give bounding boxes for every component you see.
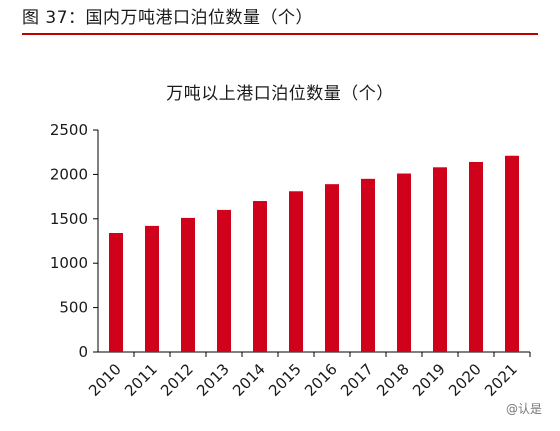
y-tick-label: 2000 [50, 165, 88, 183]
x-tick-label: 2013 [193, 360, 233, 400]
bar-2011 [145, 225, 159, 352]
x-tick-label: 2012 [157, 360, 197, 400]
x-tick-label: 2014 [229, 360, 269, 400]
x-tick-label: 2011 [121, 360, 161, 400]
chart-title: 万吨以上港口泊位数量（个） [166, 84, 394, 104]
bar-2017 [361, 178, 375, 352]
x-tick-label: 2019 [409, 360, 449, 400]
bar-2013 [217, 209, 231, 352]
bar-2021 [505, 155, 519, 352]
bar-2020 [469, 161, 483, 352]
y-tick-label: 500 [59, 299, 88, 317]
x-tick-label: 2018 [373, 360, 413, 400]
bar-2019 [433, 167, 447, 352]
bar-2015 [289, 191, 303, 352]
watermark: @认是 [505, 402, 542, 416]
x-tick-label: 2010 [85, 360, 125, 400]
y-tick-label: 1500 [50, 210, 88, 228]
x-tick-label: 2017 [337, 360, 377, 400]
bar-2012 [181, 217, 195, 352]
bar-2014 [253, 201, 267, 352]
x-tick-label: 2015 [265, 360, 305, 400]
x-tick-label: 2020 [445, 360, 485, 400]
bar-2018 [397, 173, 411, 352]
y-tick-label: 1000 [50, 254, 88, 272]
bar-2016 [325, 184, 339, 352]
caption-divider [22, 33, 538, 35]
x-tick-label: 2021 [481, 360, 521, 400]
bar-2010 [109, 233, 123, 352]
figure-caption: 图 37：国内万吨港口泊位数量（个） [22, 8, 314, 28]
y-tick-label: 2500 [50, 121, 88, 139]
x-tick-label: 2016 [301, 360, 341, 400]
y-tick-label: 0 [78, 343, 88, 361]
